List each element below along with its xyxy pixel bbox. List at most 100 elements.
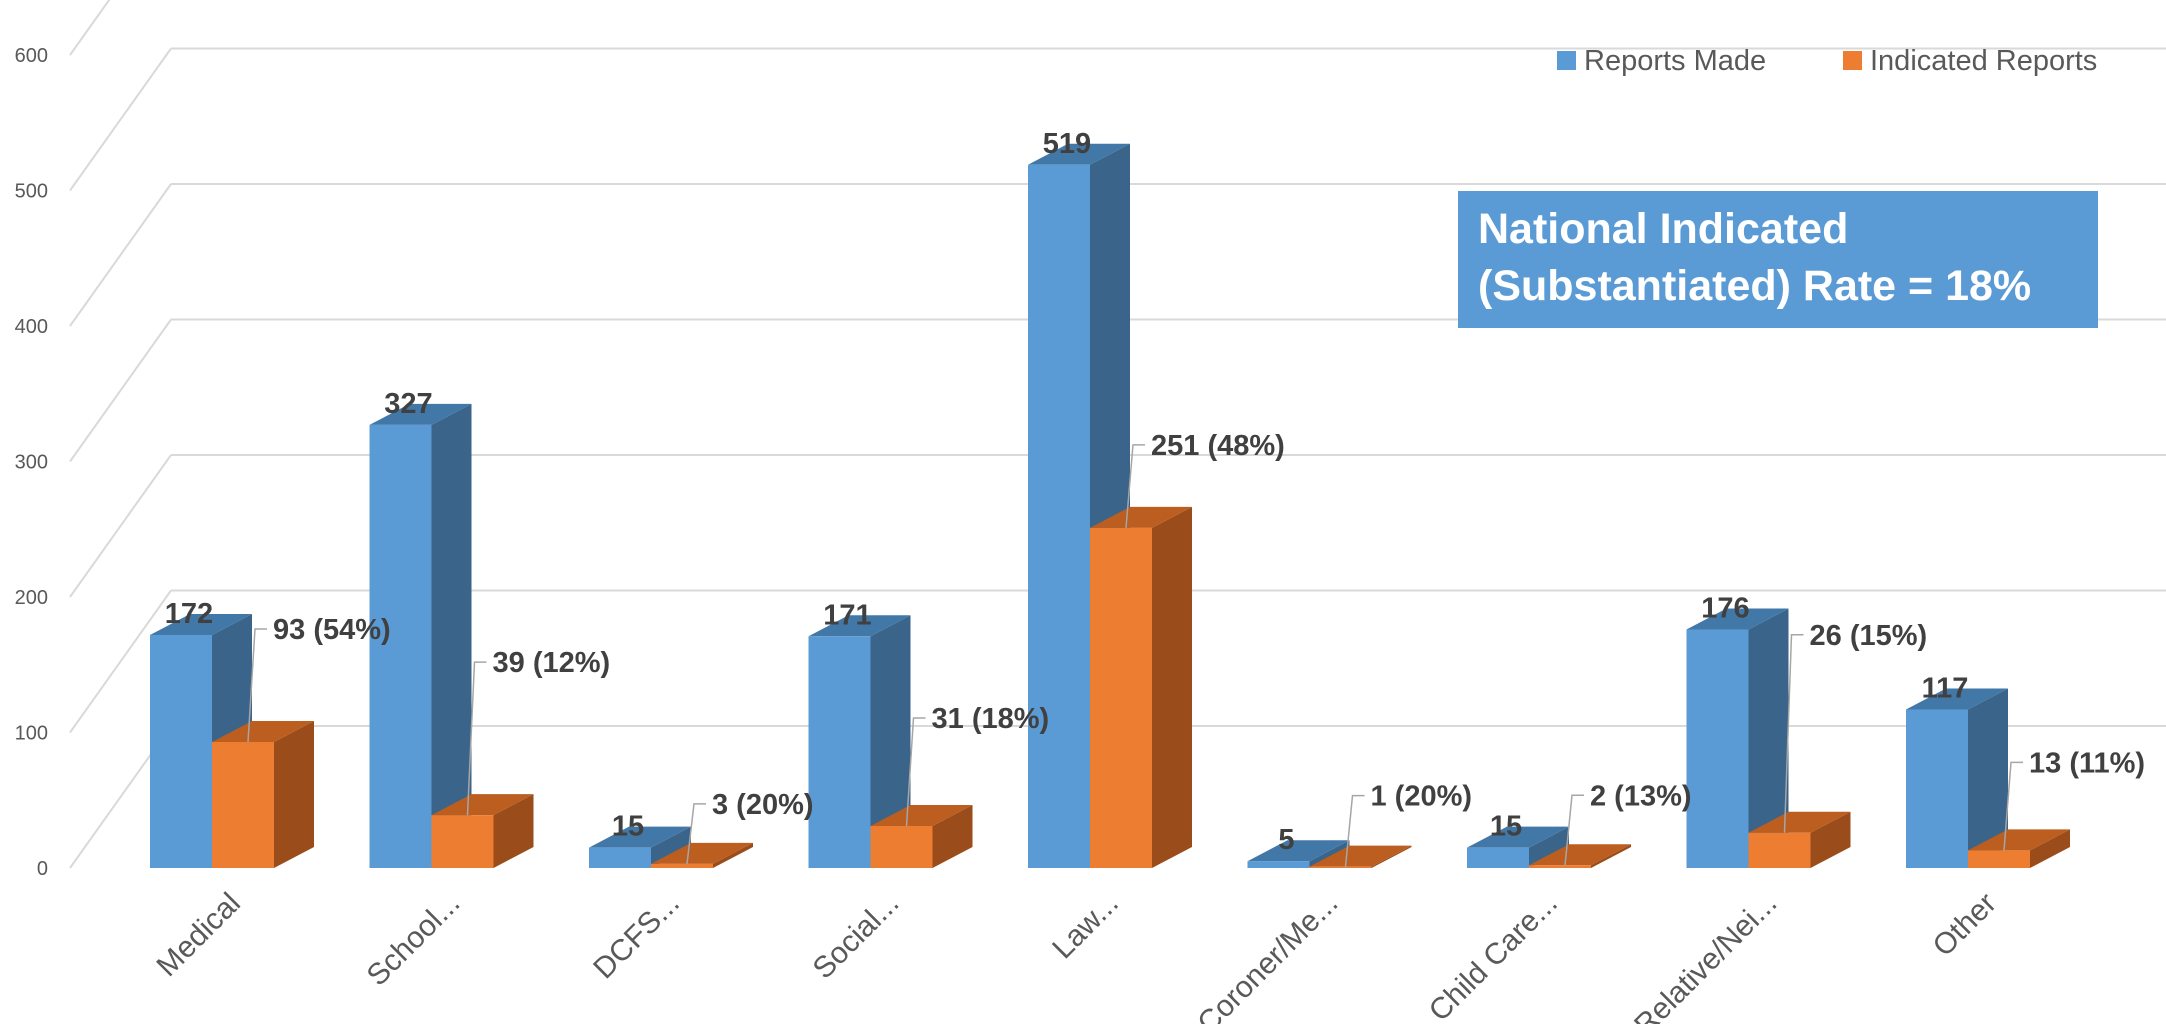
leader-line	[2003, 761, 2023, 851]
y-tick-label: 600	[15, 45, 48, 67]
bar-reports-made	[1467, 826, 1569, 868]
bar-indicated-reports	[1309, 845, 1412, 868]
gridline-depth	[69, 183, 172, 327]
y-tick-label: 400	[15, 316, 48, 338]
bar-reports-made-top	[369, 403, 472, 425]
bar-reports-made	[1247, 840, 1350, 868]
bar-indicated-reports	[1968, 829, 2070, 868]
bar-reports-made-top	[1686, 608, 1789, 630]
bar-reports-made	[589, 826, 691, 868]
bar-indicated-reports-front	[431, 815, 494, 868]
bar-indicated-reports	[870, 804, 973, 868]
data-label-reports-made: 172	[165, 598, 213, 630]
bar-reports-made-side	[870, 615, 911, 868]
gridline-depth	[69, 318, 172, 463]
bar-indicated-reports	[1090, 506, 1192, 868]
leader-line	[1344, 794, 1365, 867]
data-label-indicated-reports: 31 (18%)	[932, 703, 1050, 735]
data-label-reports-made: 519	[1043, 128, 1091, 160]
bar-reports-made-side	[1968, 688, 2008, 868]
bar-reports-made-front	[1247, 861, 1310, 868]
bar-reports-made-top	[1467, 826, 1569, 848]
bar-indicated-reports-top	[431, 794, 534, 816]
bar-indicated-reports-side	[713, 842, 753, 868]
gridline-depth	[69, 0, 111, 56]
gridlines	[69, 0, 2166, 869]
data-label-indicated-reports: 13 (11%)	[2029, 747, 2145, 779]
bar-reports-made-front	[1906, 709, 1968, 868]
data-label-reports-made: 5	[1278, 824, 1294, 856]
annotation-line-1: National Indicated	[1478, 205, 1849, 253]
bar-indicated-reports-front	[1090, 527, 1152, 868]
data-label-reports-made: 171	[823, 599, 871, 631]
bar-reports-made	[1686, 608, 1789, 868]
bar-indicated-reports	[212, 720, 314, 868]
gridline-depth	[69, 47, 172, 192]
annotation-line-2: (Substantiated) Rate = 18%	[1478, 262, 2032, 310]
bar-indicated-reports-top	[870, 804, 973, 826]
leader-line	[247, 628, 267, 743]
leader-line	[466, 661, 487, 816]
bar-indicated-reports-top	[1748, 811, 1851, 833]
bar-indicated-reports-side	[932, 804, 973, 868]
bar-indicated-reports-side	[1152, 506, 1192, 868]
bar-reports-made-front	[1686, 629, 1749, 868]
bar-reports-made	[369, 403, 472, 868]
national-rate-annotation: National Indicated (Substantiated) Rate …	[1458, 191, 2098, 328]
bar-reports-made	[808, 615, 911, 868]
y-axis-ticks: 0 100 200 300 400 500 600	[15, 45, 48, 880]
bar-indicated-reports-top	[1529, 844, 1631, 866]
x-category-label: Child Care...	[1423, 887, 1564, 1024]
bar-reports-made-top	[1247, 840, 1350, 862]
legend-swatch-indicated-reports	[1843, 51, 1862, 70]
bar-indicated-reports-top	[651, 842, 753, 864]
bar-reports-made-side	[651, 826, 691, 868]
bar-indicated-reports-side	[493, 794, 534, 868]
bars	[150, 143, 2070, 868]
y-tick-label: 300	[15, 452, 48, 474]
legend-label-reports-made: Reports Made	[1584, 45, 1766, 77]
bar-reports-made-top	[150, 613, 252, 635]
data-label-indicated-reports: 26 (15%)	[1810, 620, 1928, 652]
y-tick-label: 100	[15, 723, 48, 745]
bar-indicated-reports-side	[1810, 811, 1851, 868]
bar-reports-made-front	[808, 636, 871, 868]
x-category-label: Relative/Nei...	[1628, 887, 1783, 1024]
bar-indicated-reports	[431, 794, 534, 868]
x-category-label: Social...	[807, 887, 906, 986]
bar-reports-made-top	[589, 826, 691, 848]
bar-reports-made-front	[1467, 847, 1529, 868]
data-label-indicated-reports: 1 (20%)	[1371, 781, 1473, 813]
data-label-reports-made: 117	[1922, 672, 1969, 704]
data-labels: 172 93 (54%) 327 39 (12%) 15 3 (20%) 171 31 (18…	[165, 128, 2145, 867]
leader-line	[905, 717, 926, 827]
leader-line	[1783, 634, 1804, 833]
bar-reports-made-front	[589, 847, 651, 868]
bar-reports-made	[1906, 688, 2008, 868]
data-label-reports-made: 15	[612, 811, 644, 843]
legend-swatch-reports-made	[1557, 51, 1576, 70]
bar-reports-made-side	[1748, 608, 1789, 868]
bar-indicated-reports-front	[1748, 832, 1811, 868]
x-category-label: Medical	[151, 887, 247, 983]
bar-indicated-reports-front	[651, 863, 713, 868]
data-label-indicated-reports: 251 (48%)	[1151, 430, 1285, 462]
bar-indicated-reports-front	[870, 825, 933, 868]
x-category-label: Law...	[1046, 887, 1125, 966]
bar-indicated-reports-front	[1968, 850, 2030, 868]
x-category-label: Other	[1927, 887, 2003, 963]
bar-indicated-reports	[1748, 811, 1851, 868]
bar-indicated-reports-side	[2030, 829, 2070, 868]
leader-line	[1564, 794, 1584, 866]
bar-indicated-reports-top	[1309, 845, 1412, 867]
bar-indicated-reports-side	[274, 720, 314, 868]
data-label-reports-made: 176	[1701, 593, 1749, 625]
gridline-depth	[69, 454, 172, 598]
legend-label-indicated-reports: Indicated Reports	[1870, 45, 2097, 77]
data-label-reports-made: 15	[1490, 811, 1522, 843]
data-label-reports-made: 327	[384, 388, 432, 420]
y-tick-label: 500	[15, 181, 48, 203]
bar-indicated-reports-front	[212, 741, 274, 868]
bar-indicated-reports-top	[1968, 829, 2070, 851]
